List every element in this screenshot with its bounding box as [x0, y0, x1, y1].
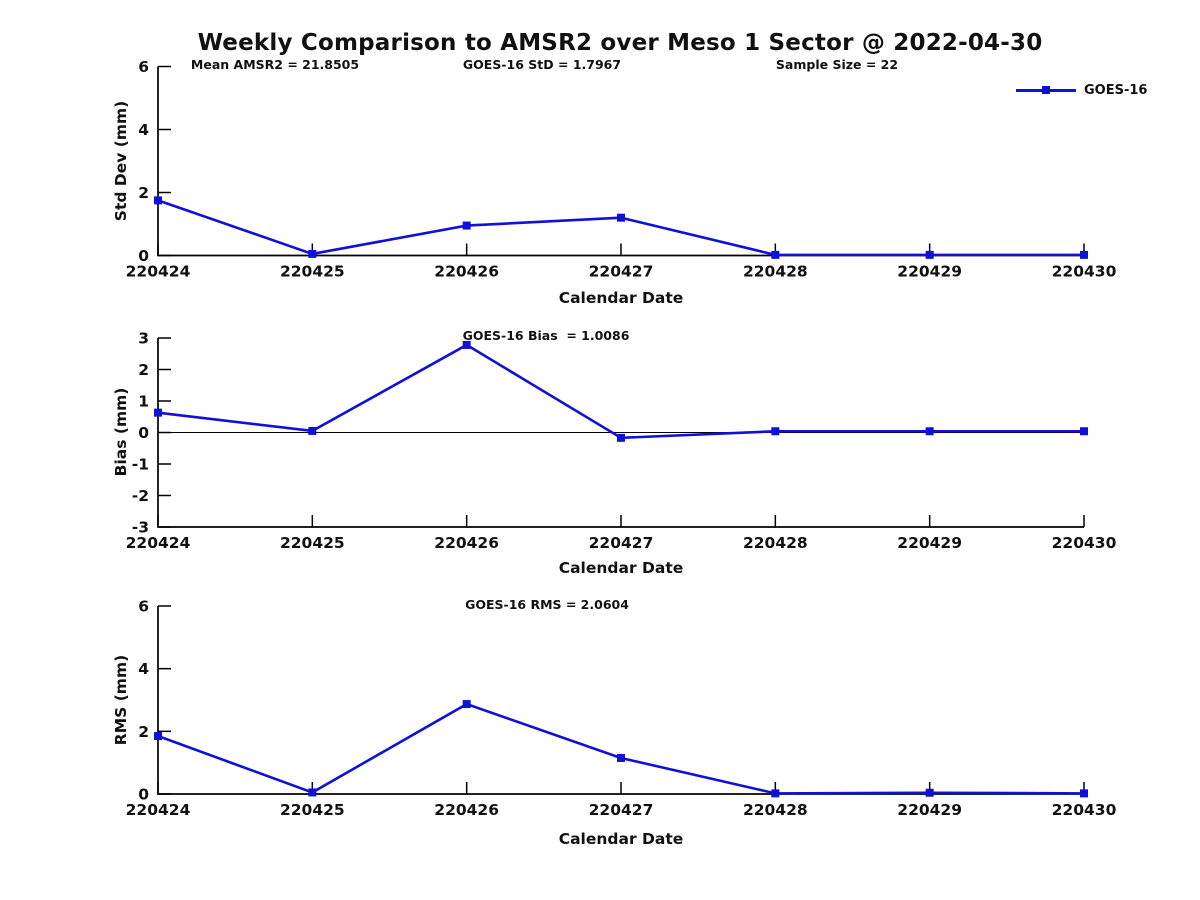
y-tick-label: 2	[138, 361, 149, 379]
x-tick-label: 220426	[434, 263, 499, 281]
data-point-marker	[1080, 789, 1088, 798]
data-point-marker	[771, 427, 780, 436]
x-tick-label: 220424	[126, 263, 191, 281]
data-point-marker	[925, 250, 934, 259]
axes-std-dev	[157, 66, 1084, 257]
data-point-marker	[925, 427, 934, 436]
data-point-marker	[617, 213, 625, 222]
data-point-marker	[617, 753, 625, 762]
data-point-marker	[462, 700, 471, 709]
y-tick-label: 0	[138, 424, 149, 442]
x-tick-label: 220426	[434, 801, 499, 819]
legend-marker-icon	[1042, 86, 1050, 94]
y-tick-label: 1	[138, 393, 149, 411]
chart-title: Weekly Comparison to AMSR2 over Meso 1 S…	[197, 30, 1043, 56]
data-point-marker	[462, 340, 471, 349]
y-tick-label: 6	[138, 58, 149, 76]
x-tick-label: 220424	[126, 534, 191, 552]
x-tick-label: 220425	[280, 534, 345, 552]
y-axis-label-rms: RMS (mm)	[112, 654, 130, 746]
x-tick-label: 220430	[1052, 263, 1117, 281]
data-point-marker	[308, 249, 317, 258]
annotation-goes16-bias: GOES-16 Bias = 1.0086	[462, 328, 630, 343]
y-tick-label: 2	[138, 723, 149, 741]
y-tick-label: 4	[138, 660, 149, 678]
y-tick-label: 6	[138, 598, 149, 616]
data-point-marker	[1080, 250, 1088, 259]
x-tick-label: 220428	[743, 263, 808, 281]
series-line-bias	[157, 343, 1084, 440]
data-point-marker	[771, 250, 780, 259]
x-tick-label: 220427	[589, 263, 654, 281]
data-point-marker	[154, 408, 162, 417]
annotation-goes16-rms: GOES-16 RMS = 2.0604	[465, 597, 629, 612]
y-axis-label-bias: Bias (mm)	[112, 387, 130, 477]
y-tick-label: 3	[138, 330, 149, 348]
x-tick-label: 220428	[743, 801, 808, 819]
x-axis-label-rms: Calendar Date	[558, 830, 684, 848]
data-point-marker	[1080, 427, 1088, 436]
y-tick-label: -3	[132, 519, 149, 537]
annotation-mean-amsr2: Mean AMSR2 = 21.8505	[190, 57, 360, 72]
data-point-marker	[308, 426, 317, 435]
data-point-marker	[308, 788, 317, 797]
x-tick-label: 220427	[589, 534, 654, 552]
data-point-marker	[154, 196, 162, 205]
x-tick-label: 220429	[897, 801, 962, 819]
y-tick-label: -1	[132, 456, 149, 474]
x-tick-label: 220429	[897, 534, 962, 552]
y-tick-label: 2	[138, 184, 149, 202]
legend: GOES-16	[1016, 82, 1148, 98]
x-tick-label: 220427	[589, 801, 654, 819]
series-line-rms	[157, 702, 1085, 795]
x-tick-label: 220430	[1052, 801, 1117, 819]
axes-rms	[157, 606, 1084, 795]
data-point-marker	[462, 221, 471, 230]
y-axis-label-std-dev: Std Dev (mm)	[112, 100, 130, 222]
y-tick-label: 4	[138, 121, 149, 139]
x-tick-label: 220428	[743, 534, 808, 552]
x-tick-label: 220429	[897, 263, 962, 281]
data-point-marker	[771, 789, 780, 798]
data-point-marker	[617, 433, 625, 442]
annotation-sample-size: Sample Size = 22	[775, 57, 899, 72]
x-tick-label: 220425	[280, 263, 345, 281]
y-tick-label: -2	[132, 487, 149, 505]
y-tick-label: 0	[138, 247, 149, 265]
data-point-marker	[925, 788, 934, 797]
x-tick-label: 220430	[1052, 534, 1117, 552]
annotation-goes16-std: GOES-16 StD = 1.7967	[462, 57, 622, 72]
x-tick-label: 220425	[280, 801, 345, 819]
x-tick-label: 220426	[434, 534, 499, 552]
y-tick-label: 0	[138, 786, 149, 804]
x-tick-label: 220424	[126, 801, 191, 819]
legend-line-sample	[1016, 86, 1076, 94]
legend-label: GOES-16	[1084, 82, 1148, 98]
data-point-marker	[154, 732, 162, 741]
x-axis-label-std-dev: Calendar Date	[558, 289, 684, 307]
x-axis-label-bias: Calendar Date	[558, 559, 684, 577]
